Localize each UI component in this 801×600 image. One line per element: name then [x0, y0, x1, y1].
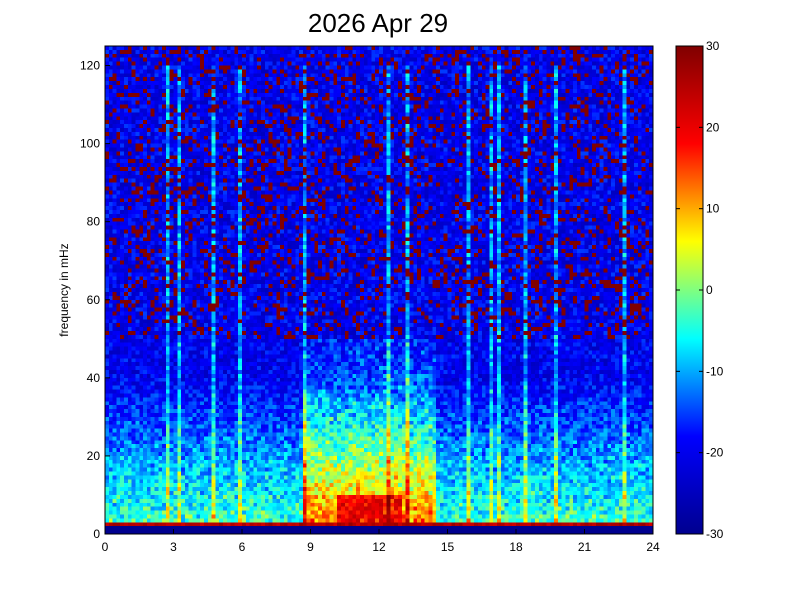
colorbar-tick-label: 0	[706, 283, 713, 297]
colorbar-ticks: -30 -20 -10 0 10 20 30	[676, 39, 724, 541]
y-axis-label: frequency in mHz	[57, 243, 71, 336]
x-tick-label: 18	[509, 540, 523, 554]
y-tick-label: 80	[87, 215, 101, 229]
colorbar-gradient	[675, 45, 704, 535]
heatmap-canvas	[105, 46, 653, 534]
x-tick-label: 0	[102, 540, 109, 554]
chart-title: 2026 Apr 29	[308, 8, 448, 38]
x-tick-label: 9	[307, 540, 314, 554]
y-tick-label: 0	[93, 527, 100, 541]
y-tick-label: 100	[80, 137, 100, 151]
y-tick-label: 40	[87, 371, 101, 385]
x-tick-label: 15	[441, 540, 455, 554]
y-tick-label: 120	[80, 59, 100, 73]
colorbar-tick-label: -30	[706, 527, 724, 541]
colorbar-tick-label: 10	[706, 202, 720, 216]
plot-area	[104, 45, 654, 535]
y-tick-label: 60	[87, 293, 101, 307]
colorbar-tick-label: 30	[706, 39, 720, 53]
x-tick-label: 21	[578, 540, 592, 554]
y-tick-label: 20	[87, 449, 101, 463]
y-axis: 0 20 40 60 80 100 120	[80, 59, 110, 541]
x-axis: 0 3 6 9 12 15 18 21 24	[102, 529, 660, 554]
colorbar-tick-label: 20	[706, 120, 720, 134]
x-tick-label: 6	[239, 540, 246, 554]
x-tick-label: 3	[170, 540, 177, 554]
x-tick-label: 12	[372, 540, 386, 554]
colorbar-tick-label: -20	[706, 446, 724, 460]
colorbar: -30 -20 -10 0 10 20 30	[675, 39, 724, 541]
x-tick-label: 24	[646, 540, 660, 554]
colorbar-tick-label: -10	[706, 364, 724, 378]
